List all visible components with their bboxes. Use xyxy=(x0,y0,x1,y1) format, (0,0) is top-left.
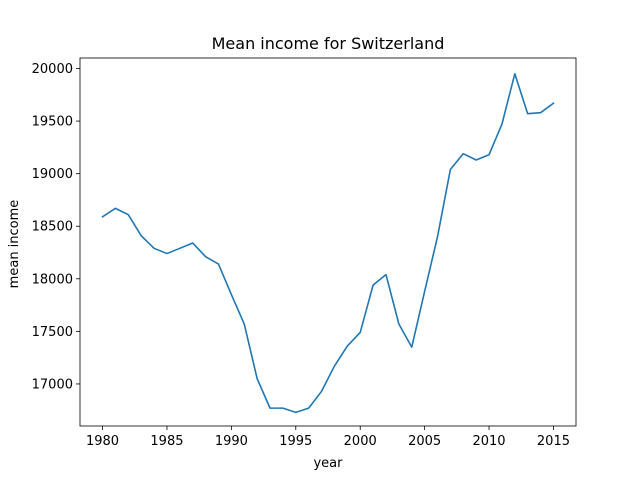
y-tick-label-18500: 18500 xyxy=(32,220,73,235)
x-tick-label-2000: 2000 xyxy=(344,434,377,449)
y-tick-label-17500: 17500 xyxy=(32,325,73,340)
x-tick-label-2005: 2005 xyxy=(408,434,441,449)
y-tick-label-18000: 18000 xyxy=(32,272,73,287)
y-tick-label-19000: 19000 xyxy=(32,167,73,182)
x-tick-label-1995: 1995 xyxy=(279,434,312,449)
plot-frame xyxy=(79,57,577,427)
plot-area: 1980 1985 1990 1995 2000 2005 2010 2015 17000 175… xyxy=(32,57,577,449)
x-tick-label-2010: 2010 xyxy=(472,434,505,449)
x-tick-label-2015: 2015 xyxy=(537,434,570,449)
x-tick-label-1985: 1985 xyxy=(150,434,183,449)
y-tick-label-20000: 20000 xyxy=(32,62,73,77)
series-line-0 xyxy=(101,72,555,414)
y-tick-label-19500: 19500 xyxy=(32,115,73,130)
chart-title: Mean income for Switzerland xyxy=(212,34,445,53)
x-axis-label: year xyxy=(313,456,343,471)
y-axis-label: mean income xyxy=(7,200,22,289)
x-tick-label-1990: 1990 xyxy=(215,434,248,449)
y-tick-label-17000: 17000 xyxy=(32,377,73,392)
x-tick-label-1980: 1980 xyxy=(86,434,119,449)
